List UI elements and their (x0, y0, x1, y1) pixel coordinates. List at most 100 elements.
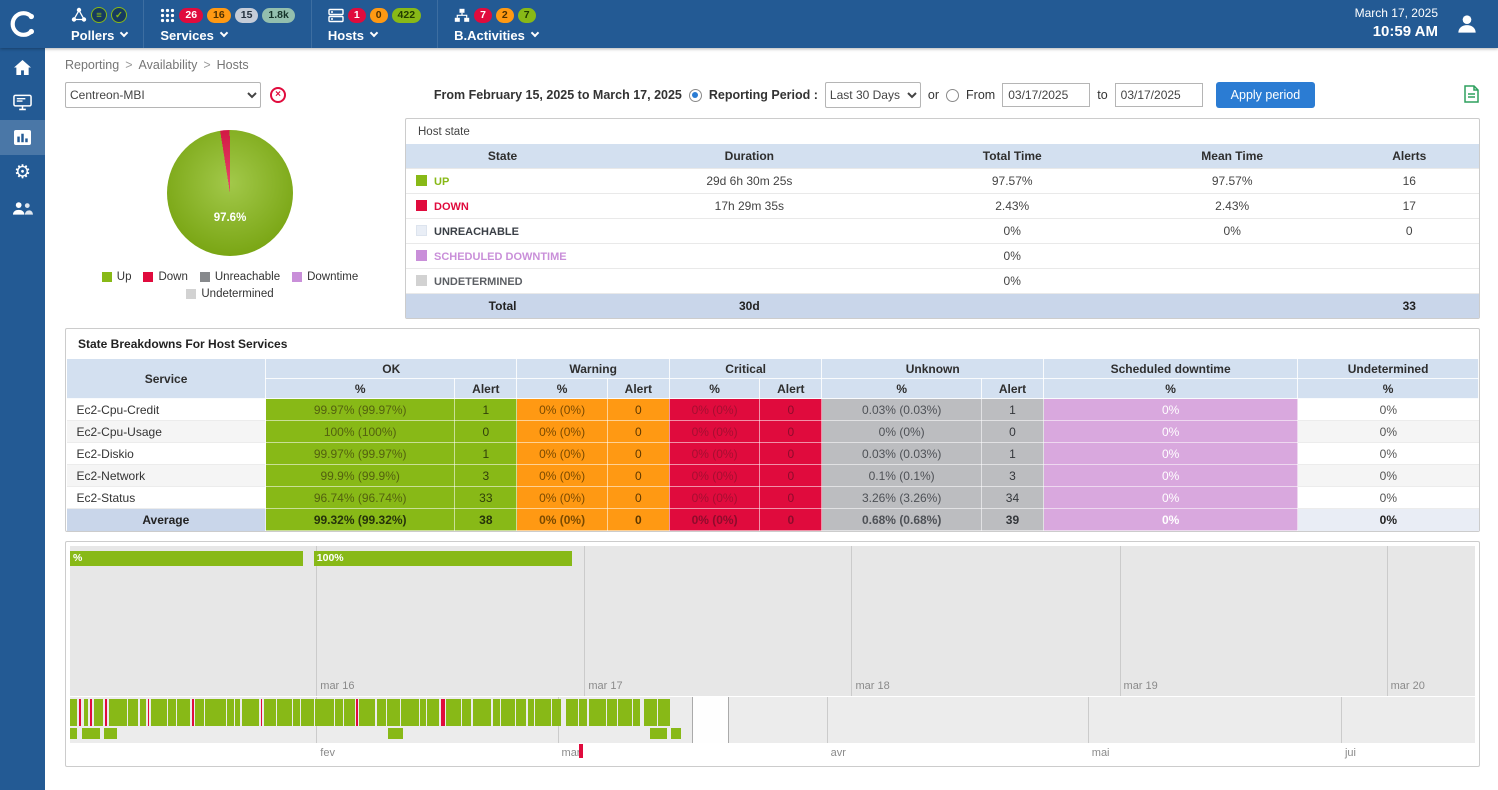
custom-period-radio[interactable] (946, 88, 960, 102)
undetermined-cell: 0% (1297, 442, 1479, 465)
total-time-cell: 0% (899, 217, 1125, 243)
menu-pollers-label: Pollers (71, 28, 129, 43)
unknown-alert-cell: 0 (980, 420, 1045, 443)
export-report-icon[interactable] (1463, 84, 1480, 106)
table-row: Ec2-Network 99.9% (99.9%) 3 0% (0%) 0 0%… (66, 464, 1479, 487)
timeline-bar (81, 728, 101, 739)
centreon-logo[interactable] (0, 0, 45, 48)
sidebar-item-monitoring[interactable] (0, 85, 45, 120)
gridline (1119, 546, 1121, 696)
apply-period-button[interactable]: Apply period (1215, 82, 1316, 108)
critical-pct-cell: 0% (0%) (668, 398, 761, 421)
axis-tick-label: fev (320, 747, 335, 759)
table-row: DOWN 17h 29m 35s 2.43% 2.43% 17 (406, 192, 1479, 218)
from-label: From (966, 88, 996, 102)
ok-alert-cell: 1 (454, 442, 518, 465)
state-label: UP (434, 175, 450, 188)
state-color-swatch (416, 199, 427, 211)
ok-alert-cell: 38 (454, 508, 518, 531)
mean-time-cell (1124, 242, 1340, 268)
col-ok: OK (265, 358, 518, 379)
critical-alert-cell: 0 (759, 464, 823, 487)
sub-pct: % (516, 378, 608, 399)
timeline-range-selector[interactable] (692, 697, 729, 743)
table-row: Ec2-Diskio 99.97% (99.97%) 1 0% (0%) 0 0… (66, 442, 1479, 465)
user-account-icon[interactable] (1454, 11, 1480, 37)
current-date: March 17, 2025 (1354, 6, 1438, 21)
reporting-period-radio[interactable] (688, 88, 702, 102)
to-date-input[interactable] (1114, 83, 1203, 107)
table-subheader-row: % Alert % Alert % Alert % Alert % % (67, 378, 1479, 399)
clear-selection-icon[interactable]: × (270, 87, 286, 103)
timeline-bar (356, 699, 359, 726)
menu-pollers[interactable]: ≡ ✓ Pollers (55, 0, 143, 48)
col-service: Service (65, 358, 267, 399)
availability-timeline-chart: % 100% mar 16 mar 17 mar 18 mar 19 mar 2… (70, 546, 1475, 696)
axis-tick-label: jui (1344, 747, 1356, 759)
timeline-bar (70, 699, 78, 726)
breadcrumb-separator: > (203, 58, 211, 72)
total-label: Total (406, 292, 600, 318)
unknown-pct-cell: 0.68% (0.68%) (821, 508, 982, 531)
timeline-bar (315, 699, 335, 726)
timeline-bar (427, 699, 440, 726)
timeline-bar (419, 699, 427, 726)
unknown-pct-cell: 0.1% (0.1%) (821, 464, 982, 487)
critical-alert-cell: 0 (759, 420, 823, 443)
service-name: Ec2-Cpu-Usage (66, 420, 266, 443)
state-label: UNREACHABLE (434, 225, 519, 238)
hosts-down-badge: 1 (347, 7, 366, 23)
alerts-cell: 17 (1339, 192, 1479, 218)
ok-pct-cell: 99.97% (99.97%) (265, 398, 456, 421)
timeline-range-strip[interactable] (70, 697, 1475, 743)
legend-unreachable: Unreachable (199, 271, 280, 283)
timeline-bar (606, 699, 617, 726)
table-row: Ec2-Cpu-Credit 99.97% (99.97%) 1 0% (0%)… (66, 398, 1479, 421)
menu-business-activities[interactable]: 7 2 7 B.Activities (437, 0, 554, 48)
sidebar-item-administration[interactable] (0, 190, 45, 225)
from-date-input[interactable] (1002, 83, 1091, 107)
alerts-cell (1339, 267, 1479, 293)
sidebar-item-home[interactable] (0, 50, 45, 85)
ba-ok-badge: 7 (517, 7, 536, 23)
total-time-cell: 2.43% (899, 192, 1125, 218)
services-ok-badge: 1.8k (262, 7, 295, 23)
total-time-cell: 97.57% (899, 167, 1125, 193)
to-label: to (1097, 88, 1108, 102)
host-availability-pie-block: 97.6% Up Down Unreachable Downtime Undet… (65, 118, 395, 319)
timeline-bar (650, 728, 668, 739)
menu-services[interactable]: 26 16 15 1.8k Services (143, 0, 311, 48)
host-group-select[interactable]: Centreon-MBI (65, 82, 261, 108)
breadcrumb-reporting[interactable]: Reporting (65, 58, 120, 72)
period-select[interactable]: Last 30 Days (824, 82, 921, 108)
unknown-pct-cell: 3.26% (3.26%) (821, 486, 982, 509)
warning-alert-cell: 0 (606, 508, 670, 531)
critical-pct-cell: 0% (0%) (668, 486, 761, 509)
up-color-swatch (101, 272, 112, 282)
ok-pct-cell: 100% (100%) (265, 420, 456, 443)
gridline (1087, 697, 1089, 743)
hosts-icon (328, 8, 344, 22)
undetermined-cell: 0% (1297, 464, 1479, 487)
breadcrumb-availability[interactable]: Availability (138, 58, 198, 72)
alerts-cell: 0 (1339, 217, 1479, 243)
sub-alert: Alert (759, 378, 823, 399)
service-name: Ec2-Network (66, 464, 266, 487)
ba-critical-badge: 7 (474, 7, 492, 23)
average-label: Average (66, 508, 266, 531)
table-row: UP 29d 6h 30m 25s 97.57% 97.57% 16 (406, 167, 1479, 193)
breadcrumb: Reporting > Availability > Hosts (65, 58, 1480, 72)
state-color-swatch (416, 274, 427, 286)
breadcrumb-hosts[interactable]: Hosts (216, 58, 249, 72)
legend-down: Down (143, 271, 188, 283)
downtime-color-swatch (292, 272, 303, 282)
services-unknown-badge: 15 (234, 7, 259, 23)
centreon-logo-icon (10, 11, 34, 37)
scheduled-downtime-cell: 0% (1043, 442, 1299, 465)
sidebar-item-configuration[interactable]: ⚙ (0, 155, 45, 190)
menu-hosts[interactable]: 1 0 422 Hosts (310, 0, 437, 48)
pie-legend: Up Down Unreachable Downtime Undetermine… (85, 271, 375, 300)
gear-icon: ⚙ (13, 162, 32, 183)
critical-alert-cell: 0 (759, 508, 823, 531)
sidebar-item-reporting[interactable] (0, 120, 45, 155)
